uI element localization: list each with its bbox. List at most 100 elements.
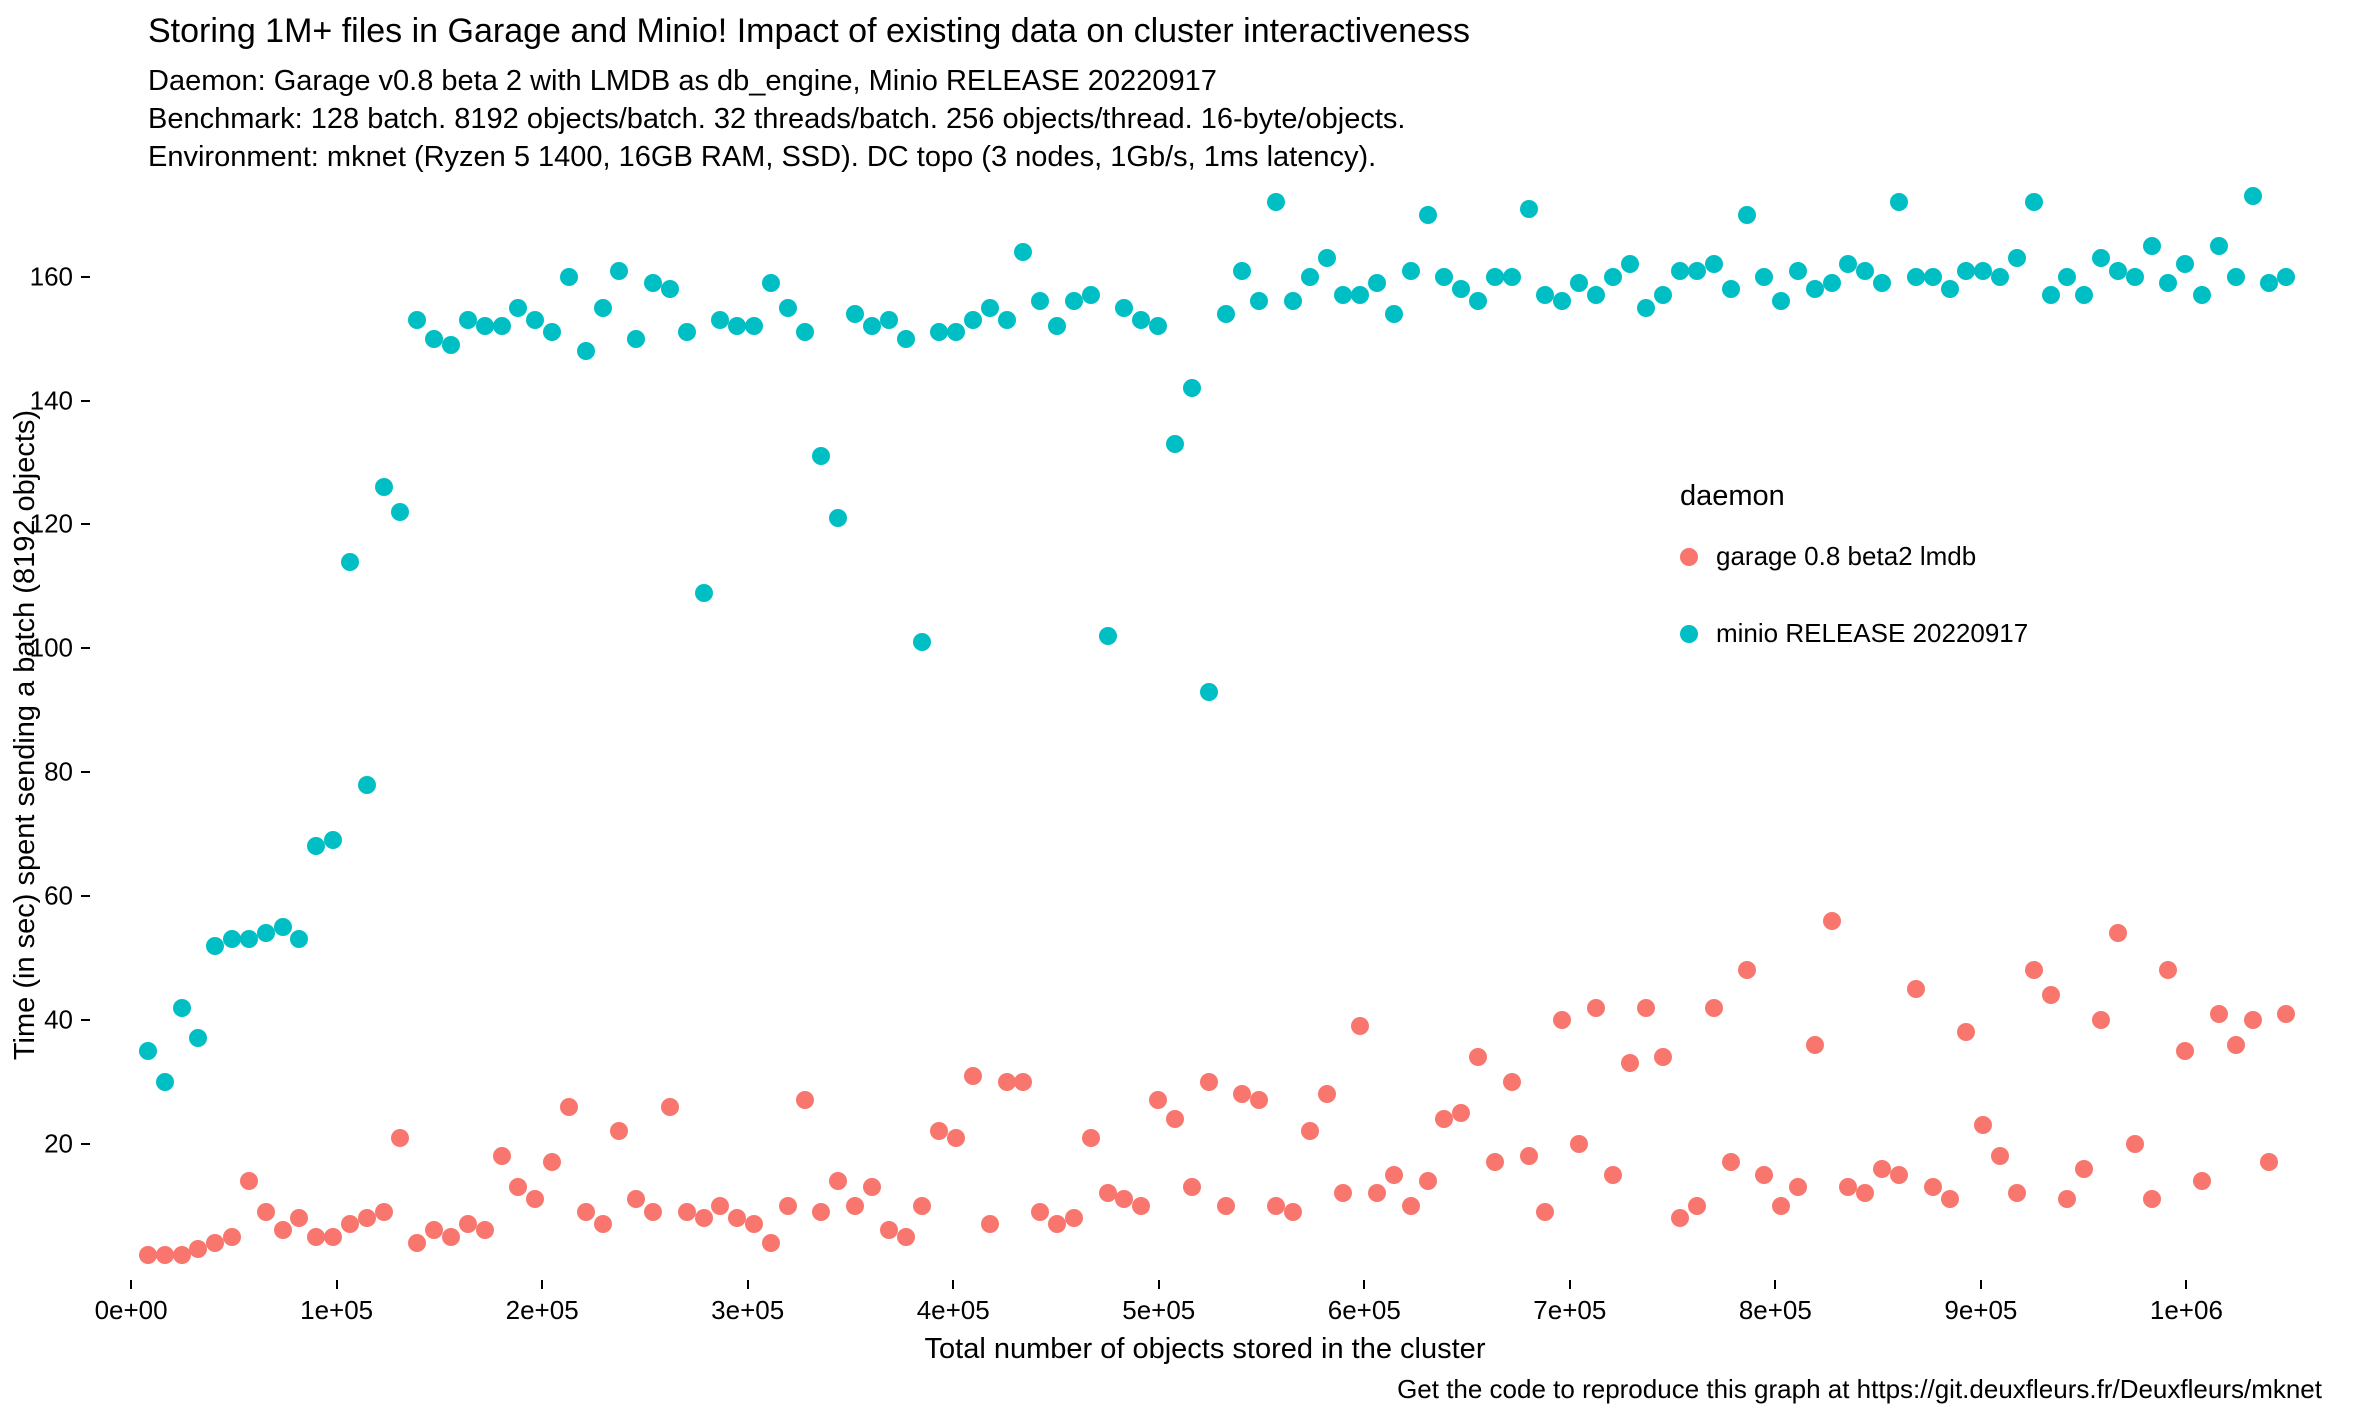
- y-tick-label: 140: [23, 385, 73, 416]
- data-point: [2210, 1005, 2228, 1023]
- data-point: [880, 1221, 898, 1239]
- data-point: [526, 311, 544, 329]
- data-point: [2042, 986, 2060, 1004]
- data-point: [1115, 299, 1133, 317]
- data-point: [223, 1228, 241, 1246]
- x-tick-label: 2e+05: [506, 1295, 579, 1326]
- data-point: [476, 1221, 494, 1239]
- data-point: [796, 323, 814, 341]
- data-point: [1452, 280, 1470, 298]
- data-point: [1166, 1110, 1184, 1128]
- data-point: [1991, 268, 2009, 286]
- data-point: [2025, 961, 2043, 979]
- data-point: [846, 305, 864, 323]
- data-point: [964, 1067, 982, 1085]
- data-point: [796, 1091, 814, 1109]
- data-point: [173, 999, 191, 1017]
- data-point: [1351, 1017, 1369, 1035]
- data-point: [594, 299, 612, 317]
- data-point: [425, 330, 443, 348]
- data-point: [1654, 286, 1672, 304]
- data-point: [2277, 1005, 2295, 1023]
- data-point: [1284, 292, 1302, 310]
- legend-swatch: [1680, 625, 1698, 643]
- data-point: [274, 1221, 292, 1239]
- data-point: [1385, 1166, 1403, 1184]
- y-tick-mark: [81, 400, 90, 402]
- data-point: [1907, 980, 1925, 998]
- data-point: [711, 1197, 729, 1215]
- data-point: [1402, 262, 1420, 280]
- data-point: [2058, 1190, 2076, 1208]
- data-point: [459, 1215, 477, 1233]
- data-point: [981, 1215, 999, 1233]
- x-tick-mark: [130, 1280, 132, 1289]
- data-point: [1587, 286, 1605, 304]
- chart-root: Storing 1M+ files in Garage and Minio! I…: [0, 0, 2362, 1417]
- data-point: [728, 1209, 746, 1227]
- data-point: [543, 1153, 561, 1171]
- data-point: [1318, 1085, 1336, 1103]
- data-point: [779, 299, 797, 317]
- data-point: [509, 299, 527, 317]
- data-point: [408, 1234, 426, 1252]
- data-point: [307, 837, 325, 855]
- data-point: [1486, 268, 1504, 286]
- data-point: [1688, 262, 1706, 280]
- data-point: [2227, 268, 2245, 286]
- data-point: [1200, 1073, 1218, 1091]
- data-point: [1957, 1023, 1975, 1041]
- data-point: [2244, 187, 2262, 205]
- data-point: [1755, 1166, 1773, 1184]
- data-point: [678, 1203, 696, 1221]
- data-point: [594, 1215, 612, 1233]
- data-point: [1368, 1184, 1386, 1202]
- y-tick-mark: [81, 1019, 90, 1021]
- data-point: [408, 311, 426, 329]
- data-point: [1099, 1184, 1117, 1202]
- y-tick-label: 20: [23, 1128, 73, 1159]
- data-point: [173, 1246, 191, 1264]
- x-tick-label: 3e+05: [711, 1295, 784, 1326]
- data-point: [459, 311, 477, 329]
- data-point: [1099, 627, 1117, 645]
- data-point: [1435, 1110, 1453, 1128]
- x-tick-mark: [1363, 1280, 1365, 1289]
- data-point: [1048, 1215, 1066, 1233]
- x-tick-mark: [1980, 1280, 1982, 1289]
- data-point: [2143, 237, 2161, 255]
- data-point: [324, 1228, 342, 1246]
- data-point: [493, 1147, 511, 1165]
- x-tick-mark: [541, 1280, 543, 1289]
- data-point: [189, 1029, 207, 1047]
- data-point: [2277, 268, 2295, 286]
- data-point: [1402, 1197, 1420, 1215]
- data-point: [1873, 274, 1891, 292]
- data-point: [1839, 1178, 1857, 1196]
- data-point: [1149, 1091, 1167, 1109]
- data-point: [1351, 286, 1369, 304]
- data-point: [509, 1178, 527, 1196]
- data-point: [1318, 249, 1336, 267]
- x-tick-mark: [336, 1280, 338, 1289]
- data-point: [1688, 1197, 1706, 1215]
- data-point: [2159, 961, 2177, 979]
- data-point: [1217, 1197, 1235, 1215]
- data-point: [2227, 1036, 2245, 1054]
- data-point: [1200, 683, 1218, 701]
- data-point: [610, 262, 628, 280]
- y-tick-label: 40: [23, 1004, 73, 1035]
- data-point: [1334, 286, 1352, 304]
- data-point: [341, 1215, 359, 1233]
- x-tick-label: 1e+05: [300, 1295, 373, 1326]
- data-point: [1924, 268, 1942, 286]
- data-point: [1385, 305, 1403, 323]
- data-point: [678, 323, 696, 341]
- data-point: [1536, 1203, 1554, 1221]
- x-tick-mark: [1774, 1280, 1776, 1289]
- data-point: [1738, 961, 1756, 979]
- data-point: [1553, 292, 1571, 310]
- data-point: [240, 930, 258, 948]
- chart-caption: Get the code to reproduce this graph at …: [1397, 1374, 2322, 1405]
- data-point: [257, 924, 275, 942]
